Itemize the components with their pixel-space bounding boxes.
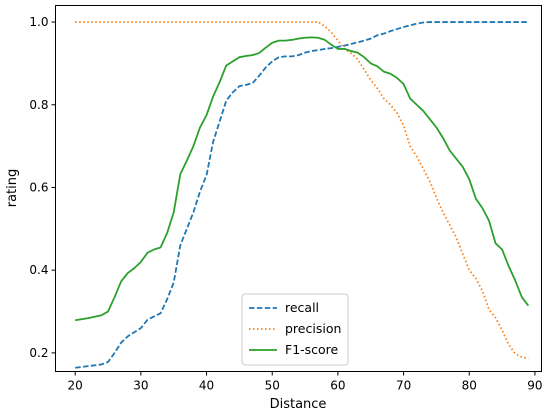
x-axis-label: Distance	[270, 397, 327, 412]
x-tick-label: 90	[527, 379, 542, 393]
x-tick-label: 70	[396, 379, 411, 393]
series-line-precision	[75, 21, 529, 360]
x-tick-label: 40	[199, 379, 214, 393]
y-tick-label: 0.4	[29, 263, 48, 277]
legend-box	[241, 293, 349, 366]
y-tick-label: 0.6	[29, 180, 48, 194]
legend: recall precision F1-score	[241, 293, 349, 366]
y-tick-label: 0.2	[29, 346, 48, 360]
x-tick-label: 20	[68, 379, 83, 393]
series-line-recall	[75, 21, 529, 369]
series-layer	[75, 21, 530, 369]
x-tick-label: 80	[462, 379, 477, 393]
plot-frame	[55, 5, 542, 372]
legend-recall-label: recall	[285, 300, 319, 315]
y-tick-label: 1.0	[29, 15, 48, 29]
x-axis-ticks: 20 30 40 50 60 70 80 90	[68, 371, 543, 393]
legend-f1-score-label: F1-score	[285, 342, 339, 357]
y-tick-label: 0.8	[29, 98, 48, 112]
x-tick-label: 50	[265, 379, 280, 393]
legend-precision-label: precision	[285, 321, 341, 336]
x-tick-label: 30	[133, 379, 148, 393]
x-tick-label: 60	[330, 379, 345, 393]
y-axis-ticks: 0.2 0.4 0.6 0.8 1.0	[29, 15, 56, 360]
series-line-f1-score	[75, 36, 530, 322]
y-axis-label: rating	[5, 169, 20, 208]
